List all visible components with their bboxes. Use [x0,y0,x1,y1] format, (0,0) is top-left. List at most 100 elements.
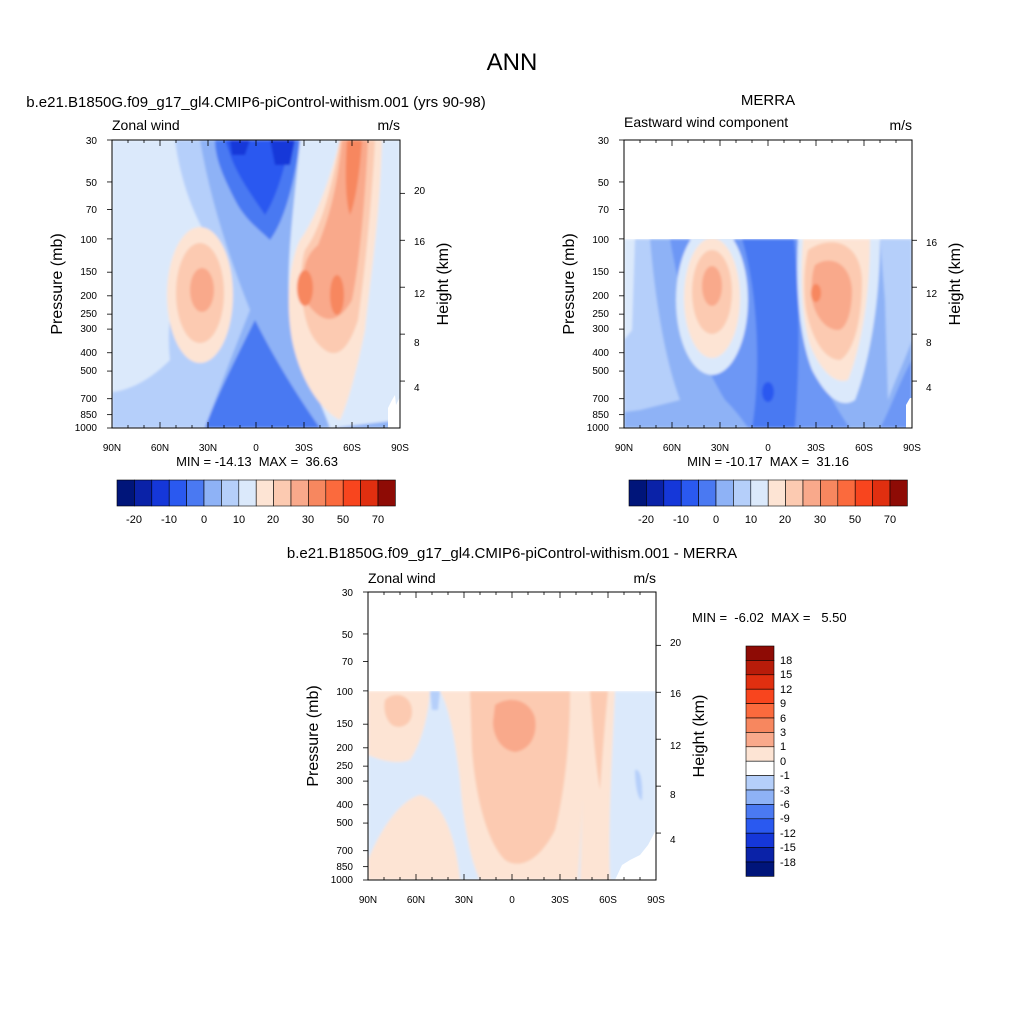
y-tick-label: 200 [592,291,609,302]
x-tick-label: 90N [359,895,377,906]
x-tick-label: 0 [509,895,515,906]
x-tick-label: 60S [343,443,361,454]
y-tick-label: 50 [342,630,354,641]
panel-model-stats: MIN = -14.13 MAX = 36.63 [176,454,338,469]
x-tick-label: 90S [903,443,921,454]
y-tick-label: 100 [592,235,609,246]
y-right-tick-label: 16 [926,238,938,249]
x-tick-label: 60S [599,895,617,906]
y-right-tick-label: 8 [414,338,420,349]
panel-model-ylabel-right: Height (km) [435,243,452,326]
colorbar-label: 0 [713,514,719,526]
colorbar-label: -3 [780,785,790,797]
colorbar-label: -18 [780,857,796,869]
x-tick-label: 90S [647,895,665,906]
colorbar-label: 6 [780,713,786,725]
y-right-tick-label: 12 [670,741,682,752]
x-tick-label: 30S [807,443,825,454]
y-tick-label: 500 [592,366,609,377]
panel-merra-y-ticks: 30 50 70 100 150 200 250 300 400 500 700… [587,136,610,434]
x-tick-label: 30N [455,895,473,906]
panel-model-right-label: m/s [377,117,400,133]
colorbar-label: -15 [780,842,796,854]
panel-diff-ylabel: Pressure (mb) [305,685,322,786]
panel-merra-colorbar: -20 -10 0 10 20 30 50 70 [628,479,908,526]
y-tick-label: 150 [336,719,353,730]
colorbar-label: 50 [337,514,349,526]
x-tick-label: 30S [295,443,313,454]
panel-model-y-right-ticks: 20 16 12 8 4 [414,186,426,394]
colorbar-label: 15 [780,669,792,681]
colorbar-label: 0 [201,514,207,526]
y-tick-label: 400 [336,800,353,811]
colorbar-label: 30 [814,514,826,526]
panel-diff-contours [368,691,656,880]
panel-model-contours [112,140,400,428]
colorbar-label: -12 [780,828,796,840]
y-tick-label: 250 [592,309,609,320]
y-right-tick-label: 16 [414,237,426,248]
y-tick-label: 30 [86,136,98,147]
page-title: ANN [487,49,538,76]
colorbar-label: 70 [884,514,896,526]
y-tick-label: 300 [80,324,97,335]
y-right-tick-label: 20 [414,186,426,197]
panel-model-left-label: Zonal wind [112,117,180,133]
y-tick-label: 850 [80,410,97,421]
panel-model-title: b.e21.B1850G.f09_g17_gl4.CMIP6-piControl… [26,94,485,111]
colorbar-label: 18 [780,655,792,667]
panel-merra-title: MERRA [741,92,795,109]
panel-merra-right-label: m/s [889,117,912,133]
panel-model: b.e21.B1850G.f09_g17_gl4.CMIP6-piControl… [26,94,485,526]
colorbar-label: 30 [302,514,314,526]
y-right-tick-label: 4 [926,383,932,394]
tick-marks [107,139,917,881]
panel-merra-left-label: Eastward wind component [624,114,788,130]
x-tick-label: 30S [551,895,569,906]
panel-diff-title: b.e21.B1850G.f09_g17_gl4.CMIP6-piControl… [287,545,737,562]
panel-merra-contours [624,239,912,428]
y-right-tick-label: 4 [670,835,676,846]
panel-diff-right-label: m/s [633,570,656,586]
y-tick-label: 300 [592,324,609,335]
y-tick-label: 700 [592,394,609,405]
x-tick-label: 60S [855,443,873,454]
y-tick-label: 200 [80,291,97,302]
y-tick-label: 30 [342,588,354,599]
colorbar-label: -1 [780,770,790,782]
y-tick-label: 70 [86,205,98,216]
panel-merra-y-right-ticks: 16 12 8 4 [926,238,938,394]
colorbar-label: -10 [673,514,689,526]
y-tick-label: 700 [80,394,97,405]
panel-model-y-ticks: 30 50 70 100 150 200 250 300 400 500 700… [75,136,98,434]
y-tick-label: 50 [86,178,98,189]
y-tick-label: 1000 [75,423,98,434]
x-tick-label: 0 [253,443,259,454]
y-right-tick-label: 8 [926,338,932,349]
colorbar-label: -20 [126,514,142,526]
x-tick-label: 60N [663,443,681,454]
y-tick-label: 100 [80,235,97,246]
y-tick-label: 1000 [587,423,610,434]
colorbar-label: 12 [780,684,792,696]
colorbar-label: 70 [372,514,384,526]
panel-merra-x-ticks: 90N 60N 30N 0 30S 60S 90S [615,443,921,454]
y-tick-label: 150 [592,267,609,278]
y-tick-label: 70 [342,657,354,668]
colorbar-label: 1 [780,741,786,753]
y-right-tick-label: 8 [670,790,676,801]
panel-diff: b.e21.B1850G.f09_g17_gl4.CMIP6-piControl… [287,545,847,906]
x-tick-label: 60N [151,443,169,454]
y-tick-label: 250 [80,309,97,320]
x-tick-label: 30N [711,443,729,454]
x-tick-label: 90S [391,443,409,454]
x-tick-label: 90N [103,443,121,454]
colorbar-label: -6 [780,799,790,811]
panel-merra-ylabel-right: Height (km) [947,243,964,326]
y-tick-label: 400 [80,348,97,359]
x-tick-label: 90N [615,443,633,454]
y-tick-label: 70 [598,205,610,216]
colorbar-label: 3 [780,727,786,739]
colorbar-label: 10 [233,514,245,526]
y-tick-label: 850 [336,862,353,873]
